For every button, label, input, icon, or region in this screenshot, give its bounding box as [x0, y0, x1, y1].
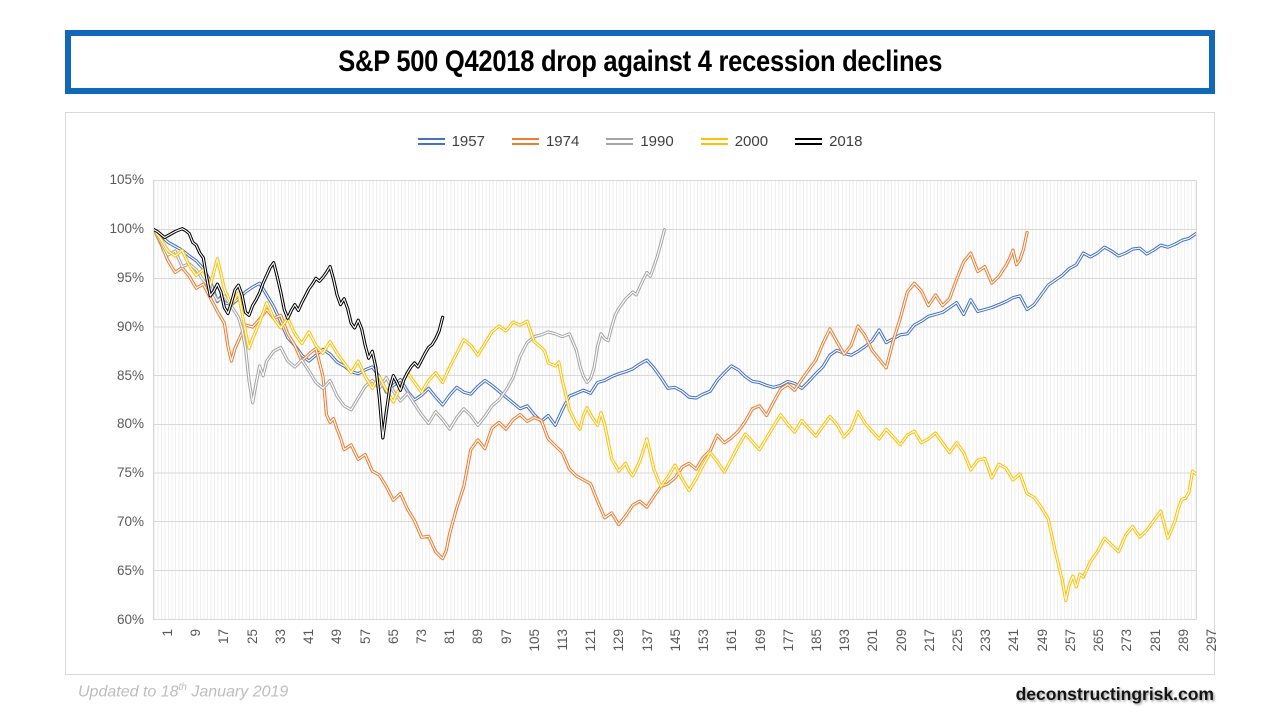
x-axis-tick-label: 65 — [385, 629, 401, 645]
x-axis-tick-label: 89 — [470, 629, 486, 645]
x-axis-labels: 1 9 17 25 33 41 49 57 65 73 81 89 97 105 113 121 129 137 1… — [66, 625, 1219, 673]
legend-label: 1957 — [451, 132, 485, 150]
y-axis-tick-label: 60% — [116, 612, 144, 627]
legend-line-swatch — [795, 137, 823, 145]
x-axis-tick-label: 153 — [696, 629, 712, 652]
x-axis-tick-label: 193 — [837, 629, 853, 652]
legend-label: 2000 — [734, 132, 769, 150]
updated-caption-superscript: th — [178, 682, 187, 693]
y-axis-tick-label: 70% — [116, 514, 144, 530]
updated-caption: Updated to 18th January 2019 — [78, 682, 288, 701]
y-axis-tick-label: 90% — [116, 318, 144, 334]
legend-item-2018: 2018 — [795, 133, 862, 150]
legend-item-1990: 1990 — [606, 132, 674, 150]
chart-plot-area — [153, 180, 1197, 620]
x-axis-tick-label: 265 — [1091, 629, 1107, 652]
series-lines — [154, 227, 1196, 603]
x-axis-tick-label: 297 — [1204, 629, 1219, 652]
y-axis-tick-label: 85% — [116, 367, 144, 383]
x-axis-tick-label: 33 — [272, 629, 288, 645]
legend-item-2000: 2000 — [700, 132, 769, 150]
legend-label: 2018 — [829, 132, 863, 150]
series-line-2000 — [154, 229, 1196, 602]
series-line-1990 — [154, 228, 667, 431]
x-axis-tick-label: 9 — [188, 629, 204, 637]
legend-line-swatch — [700, 137, 728, 145]
legend-item-1974: 1974 — [511, 132, 580, 150]
website-watermark: deconstructingrisk.com — [1015, 684, 1214, 704]
x-axis-tick-label: 25 — [244, 629, 260, 645]
series-line-2018 — [154, 228, 444, 439]
x-axis-tick-label: 225 — [950, 629, 966, 652]
series-line-1974 — [154, 229, 1028, 560]
x-axis-tick-label: 233 — [978, 629, 994, 652]
chart-title-box: S&P 500 Q42018 drop against 4 recession … — [65, 30, 1215, 94]
legend-line-swatch — [606, 137, 634, 145]
series-line-1990 — [154, 229, 665, 430]
x-axis-tick-label: 129 — [611, 629, 627, 652]
x-axis-tick-label: 169 — [752, 629, 768, 652]
x-axis-tick-label: 73 — [413, 629, 429, 645]
y-axis-tick-label: 105% — [109, 172, 144, 187]
legend-line-swatch — [511, 137, 539, 145]
y-axis-tick-label: 80% — [116, 416, 144, 432]
x-axis-tick-label: 41 — [301, 629, 317, 645]
x-axis-tick-label: 201 — [865, 629, 881, 652]
y-axis-tick-label: 65% — [116, 563, 144, 579]
legend-line-swatch — [417, 137, 445, 145]
x-axis-tick-label: 161 — [724, 629, 740, 652]
x-axis-tick-label: 113 — [555, 629, 571, 651]
x-axis-tick-label: 241 — [1006, 629, 1022, 652]
y-axis-tick-label: 75% — [116, 465, 144, 481]
y-axis-tick-label: 100% — [109, 220, 144, 236]
chart-legend: 1957 1974 1990 2000 2018 — [66, 129, 1214, 153]
x-axis-tick-label: 177 — [780, 629, 796, 652]
y-axis-tick-label: 95% — [116, 269, 144, 285]
x-axis-tick-label: 57 — [357, 629, 373, 645]
x-axis-tick-label: 249 — [1034, 629, 1050, 652]
legend-item-1957: 1957 — [417, 132, 485, 150]
updated-caption-text: Updated to 18 — [78, 683, 179, 701]
x-axis-tick-label: 137 — [639, 629, 655, 652]
x-axis-tick-label: 121 — [583, 629, 599, 652]
x-axis-tick-label: 49 — [329, 629, 345, 645]
x-axis-tick-label: 81 — [442, 629, 458, 645]
x-axis-tick-label: 217 — [921, 629, 937, 652]
x-axis-tick-label: 281 — [1147, 629, 1163, 652]
x-axis-tick-label: 289 — [1175, 629, 1191, 652]
x-axis-tick-label: 257 — [1062, 629, 1078, 652]
x-axis-tick-label: 145 — [667, 629, 683, 652]
legend-label: 1974 — [545, 132, 580, 150]
x-axis-tick-label: 209 — [893, 629, 909, 652]
x-axis-tick-label: 105 — [526, 629, 542, 652]
x-axis-tick-label: 17 — [216, 629, 232, 645]
x-axis-tick-label: 273 — [1119, 629, 1135, 652]
x-axis-tick-label: 185 — [808, 629, 824, 652]
x-axis-tick-label: 1 — [160, 629, 175, 637]
chart-title: S&P 500 Q42018 drop against 4 recession … — [338, 45, 942, 78]
x-axis-tick-label: 97 — [498, 629, 514, 645]
legend-label: 1990 — [640, 132, 674, 150]
chart-area: 1957 1974 1990 2000 2018 105% 100% 95% 90% 85% 80… — [65, 112, 1219, 675]
updated-caption-date: January 2019 — [186, 683, 289, 701]
